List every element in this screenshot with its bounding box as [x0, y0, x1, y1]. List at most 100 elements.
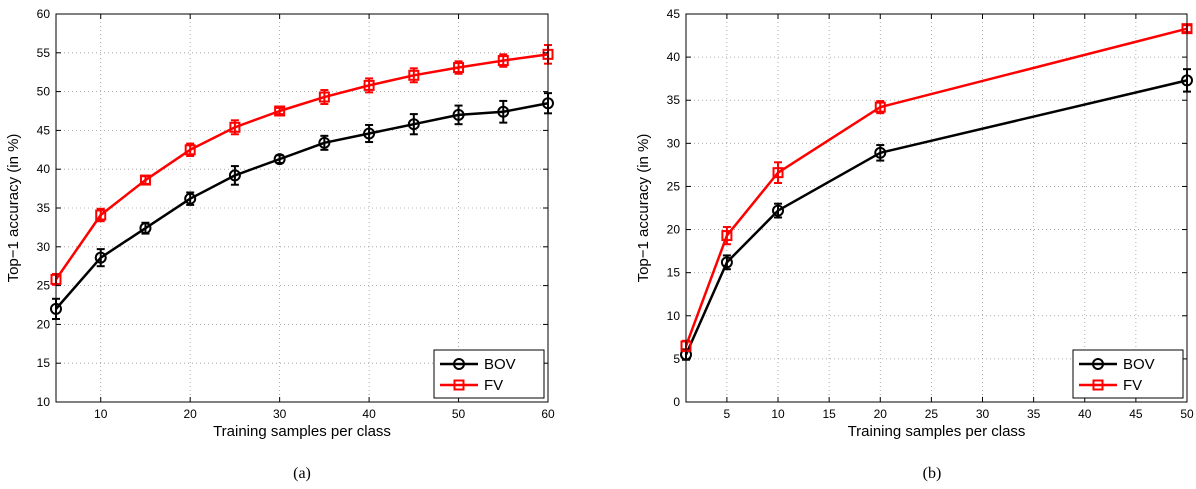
y-tick-label-a: 45 [37, 123, 51, 137]
y-tick-label-b: 45 [667, 7, 681, 21]
legend-marker-fv-a [453, 379, 465, 391]
legend-box-b [1072, 349, 1184, 399]
series-line-bov-b [684, 79, 1188, 356]
y-tick-label-a: 55 [37, 46, 51, 60]
data-point-bov-a [363, 127, 376, 140]
data-point-bov-b [720, 256, 733, 269]
data-point-bov-a [273, 153, 286, 166]
y-tick-label-a: 25 [37, 279, 51, 293]
legend-b: BOV FV [1072, 349, 1184, 399]
y-tick-label-a: 50 [37, 85, 51, 99]
y-tick-label-b: 35 [667, 93, 681, 107]
x-tick-label-b: 40 [1078, 407, 1092, 421]
y-axis-label-b: Top−1 accuracy (in %) [635, 134, 652, 283]
y-tick-label-a: 40 [37, 162, 51, 176]
y-tick-label-b: 20 [667, 223, 681, 237]
data-point-bov-a [318, 136, 331, 149]
x-tick-label-a: 10 [94, 407, 108, 421]
plot-frame-b [685, 13, 1188, 403]
grid-a [56, 13, 549, 403]
legend-item-bov-a: BOV [440, 356, 516, 373]
legend-item-fv-b: FV [1079, 377, 1142, 394]
data-point-fv-a [184, 144, 196, 156]
y-tick-label-a: 30 [37, 240, 51, 254]
x-tick-label-b: 45 [1129, 407, 1143, 421]
caption-b: (b) [923, 465, 942, 482]
series-line-fv-a [54, 53, 549, 281]
y-tick-label-b: 25 [667, 179, 681, 193]
data-point-fv-a [95, 209, 107, 221]
x-axis-label-b: Training samples per class [848, 423, 1026, 440]
y-tick-label-a: 35 [37, 201, 51, 215]
y-tick-label-b: 30 [667, 136, 681, 150]
legend-label-bov-b: BOV [1123, 356, 1155, 373]
data-point-fv-b [874, 101, 886, 113]
data-point-bov-b [874, 146, 887, 159]
data-point-fv-a [408, 69, 420, 81]
y-tick-label-b: 5 [673, 352, 680, 366]
plot-frame-a [55, 13, 549, 403]
y-tick-label-a: 20 [37, 317, 51, 331]
legend-marker-bov-a [453, 358, 465, 370]
series-bov-b [680, 68, 1193, 361]
legend-box-a [433, 349, 545, 399]
data-point-bov-a [407, 118, 420, 131]
series-group-a [50, 44, 554, 320]
data-point-fv-a [318, 91, 330, 103]
data-point-fv-a [497, 55, 509, 67]
x-tick-label-b: 30 [976, 407, 990, 421]
data-point-bov-a [497, 105, 510, 118]
y-tick-label-b: 10 [667, 309, 681, 323]
series-line-bov-a [55, 102, 549, 310]
legend-label-fv-a: FV [484, 377, 503, 394]
x-tick-label-a: 30 [273, 407, 287, 421]
data-point-fv-a [453, 62, 465, 74]
data-point-fv-a [139, 174, 151, 186]
legend-label-bov-a: BOV [484, 356, 516, 373]
y-tick-label-b: 0 [673, 395, 680, 409]
y-tick-label-b: 40 [667, 50, 681, 64]
legend-label-fv-b: FV [1123, 377, 1142, 394]
x-tick-label-a: 50 [452, 407, 466, 421]
series-fv-a [50, 44, 554, 286]
x-tick-label-b: 5 [724, 407, 731, 421]
data-point-fv-a [274, 105, 286, 117]
ticks-b: 5 10 15 20 25 30 35 40 45 50 0 5 10 15 20 25 30 35 40 45 [667, 7, 1194, 421]
legend-item-fv-a: FV [440, 377, 503, 394]
series-fv-b [680, 23, 1193, 353]
x-axis-label-a: Training samples per class [213, 423, 391, 440]
y-tick-label-a: 10 [37, 395, 51, 409]
data-point-fv-b [721, 230, 733, 242]
caption-a: (a) [293, 465, 311, 482]
y-axis-label-a: Top−1 accuracy (in %) [5, 134, 22, 283]
data-point-bov-a [184, 192, 197, 205]
series-group-b [680, 23, 1193, 361]
x-tick-label-b: 50 [1180, 407, 1194, 421]
y-tick-label-a: 60 [37, 7, 51, 21]
data-point-fv-a [363, 79, 375, 91]
x-tick-label-a: 60 [541, 407, 555, 421]
legend-marker-fv-b [1092, 379, 1104, 391]
series-line-fv-b [684, 27, 1188, 347]
x-tick-label-b: 20 [874, 407, 888, 421]
y-tick-label-b: 15 [667, 266, 681, 280]
x-tick-label-a: 20 [184, 407, 198, 421]
legend-a: BOV FV [433, 349, 545, 399]
data-point-bov-b [772, 204, 785, 217]
y-tick-label-a: 15 [37, 356, 51, 370]
ticks-a: 10 20 30 40 50 60 10 15 20 25 30 35 40 45 50 55 60 [37, 7, 555, 421]
grid-b [686, 13, 1188, 403]
data-point-fv-b [772, 167, 784, 179]
x-tick-label-b: 35 [1027, 407, 1041, 421]
x-tick-label-b: 25 [925, 407, 939, 421]
x-tick-label-a: 40 [362, 407, 376, 421]
data-point-bov-a [94, 251, 107, 264]
chart-panel-a: 10 20 30 40 50 60 10 15 20 25 30 35 40 45 50 55 60 Train… [5, 7, 555, 482]
data-point-bov-a [139, 222, 152, 235]
x-tick-label-b: 10 [771, 407, 785, 421]
chart-panel-b: 5 10 15 20 25 30 35 40 45 50 0 5 10 15 20 25 30 35 40 45 Tr… [635, 7, 1194, 482]
series-bov-a [50, 92, 554, 320]
x-tick-label-b: 15 [822, 407, 836, 421]
data-point-fv-a [229, 121, 241, 133]
